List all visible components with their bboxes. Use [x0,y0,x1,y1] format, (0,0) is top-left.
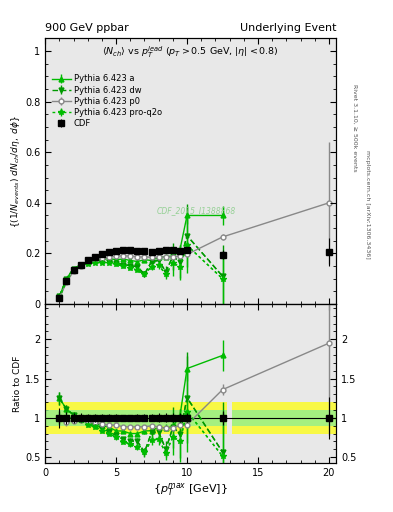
X-axis label: $\{p_T^{max}$ [GeV]$\}$: $\{p_T^{max}$ [GeV]$\}$ [153,481,228,498]
Text: Rivet 3.1.10, ≥ 500k events: Rivet 3.1.10, ≥ 500k events [352,84,357,172]
Y-axis label: $\{(1/N_{events})\ dN_{ch}/d\eta,\ d\phi\}$: $\{(1/N_{events})\ dN_{ch}/d\eta,\ d\phi… [9,115,22,228]
Bar [232,402,336,434]
Bar [45,410,227,425]
Text: Underlying Event: Underlying Event [239,23,336,33]
Text: 900 GeV ppbar: 900 GeV ppbar [45,23,129,33]
Bar [45,402,227,434]
Text: mcplots.cern.ch [arXiv:1306.3436]: mcplots.cern.ch [arXiv:1306.3436] [365,151,371,259]
Y-axis label: Ratio to CDF: Ratio to CDF [13,355,22,412]
Text: CDF_2015_I1388868: CDF_2015_I1388868 [157,206,236,216]
Legend: Pythia 6.423 a, Pythia 6.423 dw, Pythia 6.423 p0, Pythia 6.423 pro-q2o, CDF: Pythia 6.423 a, Pythia 6.423 dw, Pythia … [52,74,162,128]
Text: $\langle N_{ch}\rangle$ vs $p_T^{lead}$ ($p_T > 0.5$ GeV, $|\eta| < 0.8$): $\langle N_{ch}\rangle$ vs $p_T^{lead}$ … [102,45,279,60]
Bar [232,410,336,425]
